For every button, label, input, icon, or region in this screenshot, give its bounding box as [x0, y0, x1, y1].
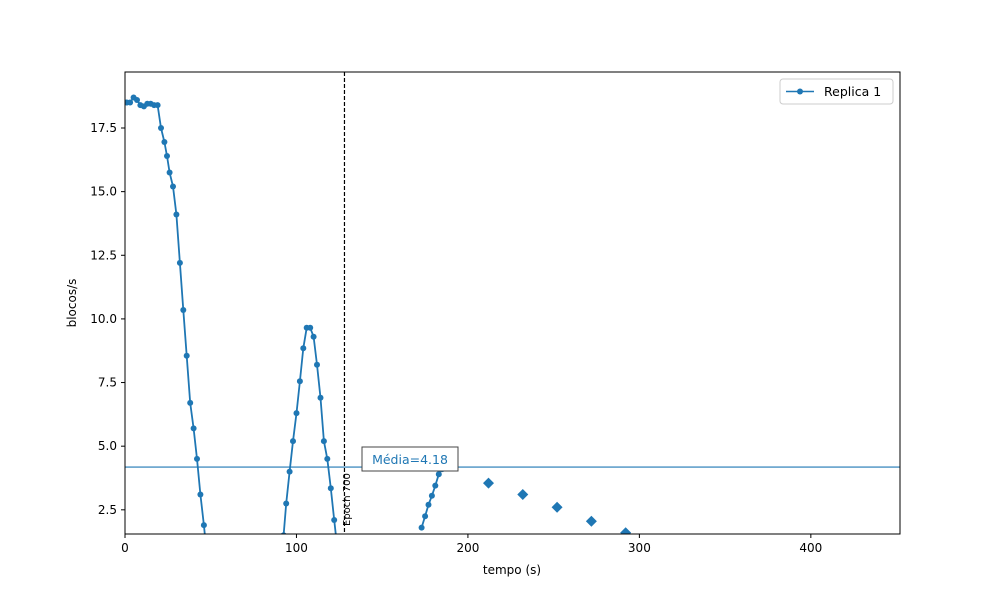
data-point — [418, 524, 425, 531]
y-tick-label: 5.0 — [98, 439, 117, 453]
data-point — [194, 455, 200, 462]
diamond-marker — [620, 527, 632, 534]
plot-layer — [125, 72, 900, 534]
data-point — [422, 513, 429, 520]
y-tick-label: 7.5 — [98, 376, 117, 390]
y-tick-label: 15.0 — [90, 185, 117, 199]
plot-frame — [124, 71, 901, 535]
axis-layer: 0 100 200 300 400 2.5 5.0 7.5 10.0 12.5 15.0 17.5 — [90, 121, 822, 555]
legend: Replica 1 — [779, 78, 894, 105]
data-point — [164, 153, 170, 159]
data-point — [432, 482, 439, 489]
data-point — [425, 501, 432, 508]
mean-label-box: Média=4.18 — [361, 446, 459, 472]
data-point — [200, 522, 207, 529]
x-tick-label: 200 — [456, 541, 479, 555]
data-point — [435, 471, 442, 478]
data-point — [161, 139, 168, 145]
y-tick-label: 2.5 — [98, 503, 117, 517]
data-point — [180, 307, 187, 313]
data-point — [293, 410, 300, 417]
data-point — [187, 399, 194, 406]
data-point — [317, 394, 324, 401]
data-point — [183, 352, 190, 359]
mean-label-text: Média=4.18 — [372, 452, 448, 467]
data-point — [307, 324, 314, 331]
data-point — [300, 345, 307, 352]
x-axis-label: tempo (s) — [483, 563, 541, 577]
data-point — [310, 333, 317, 340]
data-point — [283, 500, 290, 507]
x-tick-label: 300 — [628, 541, 651, 555]
data-point — [158, 125, 164, 131]
data-point — [296, 378, 303, 385]
data-point — [173, 211, 180, 218]
x-tick-label: 100 — [285, 541, 308, 555]
plot-area — [125, 72, 900, 534]
y-axis-label: blocos/s — [65, 279, 79, 328]
data-point — [324, 455, 331, 462]
data-point — [127, 99, 134, 106]
diamond-marker — [551, 501, 563, 513]
data-point — [331, 517, 338, 523]
data-point — [320, 438, 327, 445]
data-point — [197, 491, 204, 498]
y-tick-label: 12.5 — [90, 248, 117, 262]
y-tick-label: 17.5 — [90, 121, 117, 135]
data-point — [290, 438, 296, 445]
mean-label-frame — [361, 446, 459, 472]
data-point — [134, 97, 140, 103]
x-tick-label: 0 — [121, 541, 129, 555]
data-point — [176, 259, 183, 266]
data-point — [190, 425, 197, 432]
data-point — [327, 485, 334, 492]
legend-frame — [779, 78, 894, 105]
legend-marker-sample — [797, 88, 803, 95]
x-tick-label: 400 — [799, 541, 822, 555]
data-point — [428, 492, 435, 499]
data-point — [286, 468, 293, 475]
data-point — [166, 169, 173, 176]
diamond-marker — [482, 477, 494, 489]
diamond-marker — [517, 489, 529, 501]
data-point — [170, 183, 176, 190]
data-point — [314, 361, 320, 368]
y-tick-label: 10.0 — [90, 312, 117, 326]
legend-entry-replica-1: Replica 1 — [824, 84, 881, 99]
data-point — [154, 102, 161, 109]
vline-label: Epoch 700 — [342, 473, 353, 526]
diamond-marker — [585, 515, 597, 527]
